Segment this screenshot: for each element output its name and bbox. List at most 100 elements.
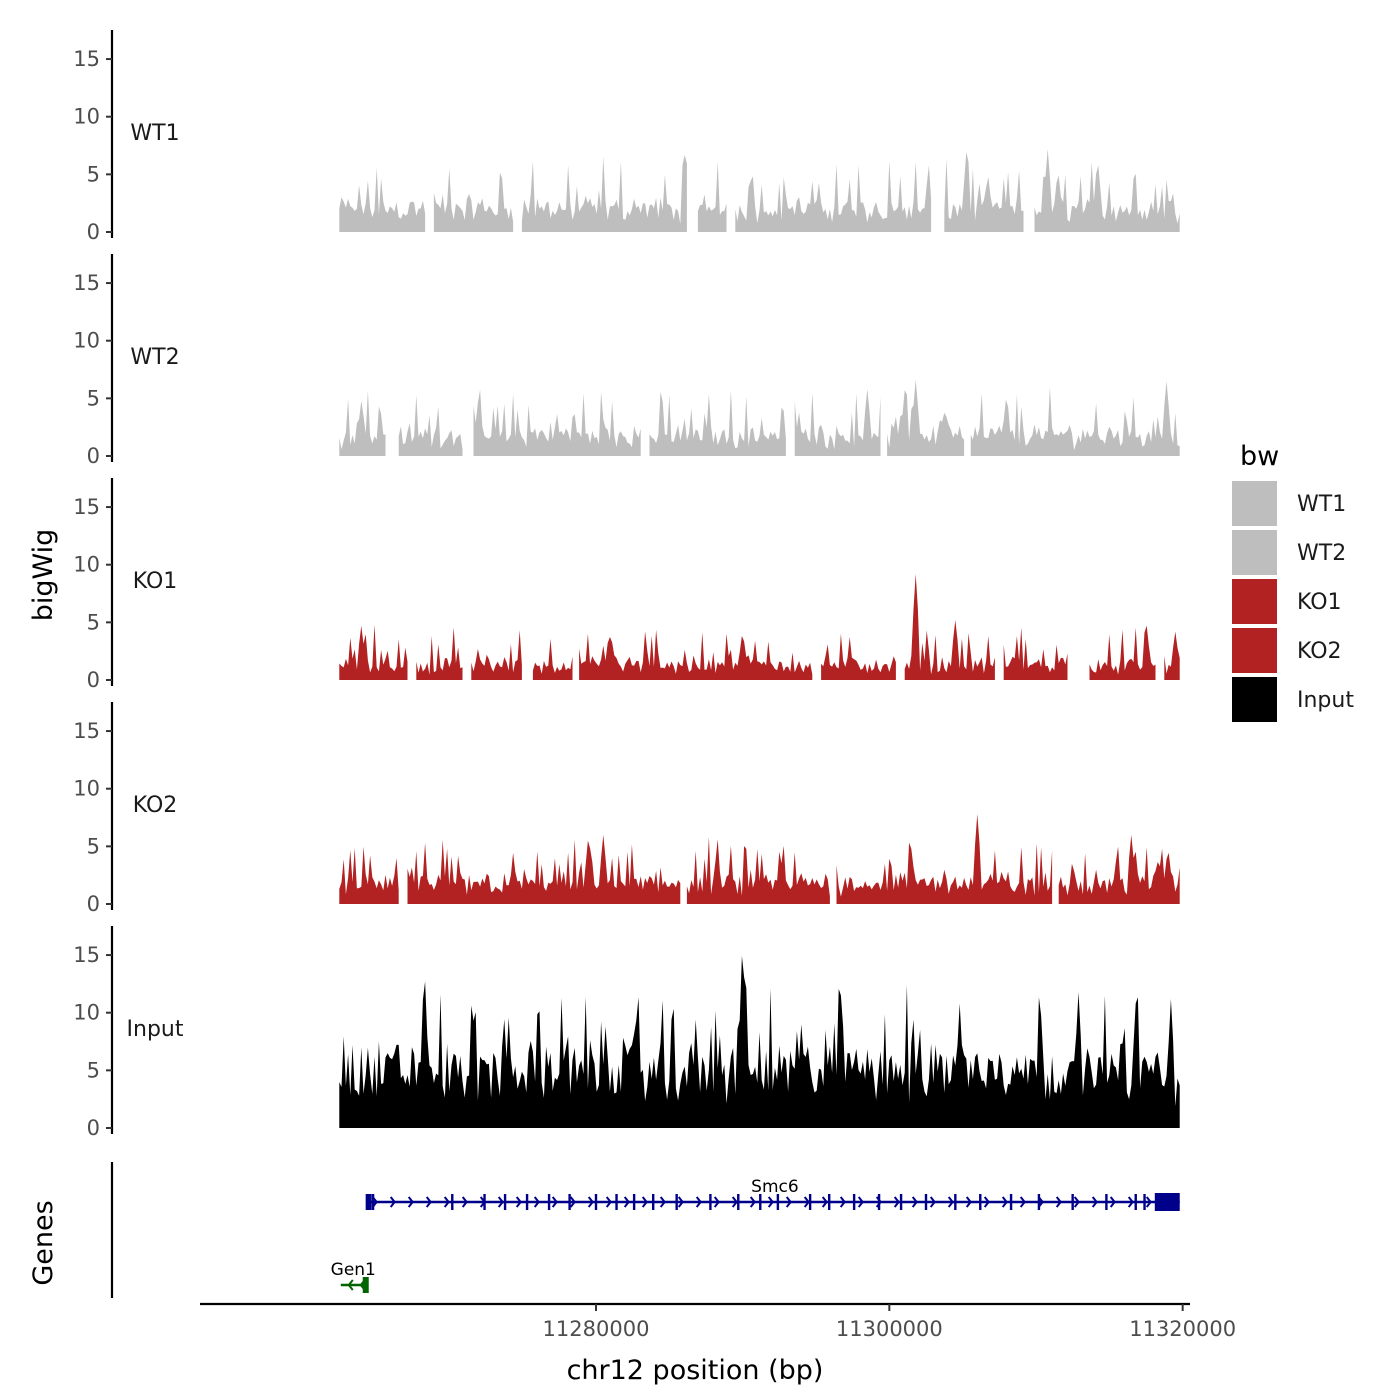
strand-chevron — [749, 1196, 756, 1208]
strand-chevron — [641, 1196, 648, 1208]
exon — [371, 1194, 375, 1210]
strand-chevron — [821, 1196, 828, 1208]
y-tick-label: 5 — [87, 610, 100, 634]
legend-swatch-ko2 — [1232, 628, 1277, 673]
track-wt1: 0 5 10 15 WT1 — [73, 30, 1180, 244]
y-axis-title: bigWig — [28, 529, 59, 622]
strand-chevron — [947, 1196, 954, 1208]
exon — [615, 1194, 618, 1210]
track-label-wt2: WT2 — [130, 345, 179, 370]
y-tick-label: 15 — [73, 495, 100, 519]
strand-chevron — [389, 1196, 396, 1208]
strand-chevron — [407, 1196, 414, 1208]
x-axis-title: chr12 position (bp) — [567, 1355, 824, 1386]
exon — [652, 1194, 655, 1210]
signal-area-wt1 — [339, 149, 1180, 232]
legend: bw WT1 WT2 KO1 KO2 Input — [1232, 441, 1354, 722]
strand-chevron — [497, 1196, 504, 1208]
signal-area-input — [339, 955, 1180, 1128]
gene-start-marker — [365, 1194, 372, 1210]
exon — [547, 1194, 551, 1210]
exon — [1071, 1194, 1074, 1210]
strand-chevron — [677, 1196, 684, 1208]
strand-chevron — [713, 1196, 720, 1208]
track-ko2: 0 5 10 15 KO2 — [73, 702, 1180, 916]
y-tick-label: 15 — [73, 271, 100, 295]
exon — [1134, 1194, 1137, 1210]
signal-tracks: 0 5 10 15 WT1 0 5 10 15 WT2 0 5 10 15 KO1 0 5 10 15 KO2 0 5 10… — [73, 30, 1180, 1140]
y-tick-label: 0 — [87, 668, 100, 692]
strand-chevron — [515, 1196, 522, 1208]
strand-chevron — [347, 1279, 354, 1291]
signal-area-ko1 — [339, 573, 1180, 680]
strand-chevron — [1109, 1196, 1116, 1208]
legend-swatch-wt1 — [1232, 481, 1277, 526]
track-label-ko2: KO2 — [133, 793, 178, 818]
exon — [594, 1194, 598, 1210]
exon — [759, 1194, 762, 1210]
legend-title: bw — [1240, 441, 1279, 472]
genes-axis-title: Genes — [28, 1200, 59, 1285]
exon — [525, 1194, 529, 1210]
exon — [451, 1194, 454, 1210]
strand-chevron — [623, 1196, 630, 1208]
exon — [924, 1194, 928, 1210]
strand-chevron — [1091, 1196, 1098, 1208]
x-tick-label: 11320000 — [1129, 1317, 1236, 1341]
strand-chevron — [1019, 1196, 1026, 1208]
track-ko1: 0 5 10 15 KO1 — [73, 478, 1180, 692]
gene-start-marker — [362, 1277, 369, 1293]
strand-chevron — [983, 1196, 990, 1208]
strand-chevron — [1145, 1196, 1152, 1208]
strand-chevron — [1001, 1196, 1008, 1208]
exon — [737, 1194, 740, 1210]
exon — [877, 1194, 881, 1210]
y-tick-label: 0 — [87, 892, 100, 916]
strand-chevron — [911, 1196, 918, 1208]
gene-label-gen1: Gen1 — [331, 1260, 376, 1280]
strand-chevron — [569, 1196, 576, 1208]
legend-label-input: Input — [1297, 688, 1354, 713]
exon — [503, 1194, 507, 1210]
y-tick-label: 5 — [87, 162, 100, 186]
exon — [954, 1194, 957, 1210]
track-input: 0 5 10 15 Input — [73, 926, 1180, 1140]
y-tick-label: 10 — [73, 777, 100, 801]
exon — [632, 1194, 636, 1210]
strand-chevron — [587, 1196, 594, 1208]
strand-chevron — [605, 1196, 612, 1208]
y-tick-label: 10 — [73, 1001, 100, 1025]
exon — [483, 1194, 486, 1210]
exon — [709, 1194, 712, 1210]
legend-label-wt1: WT1 — [1297, 492, 1346, 517]
strand-chevron — [785, 1196, 792, 1208]
strand-chevron — [1055, 1196, 1062, 1208]
strand-chevron — [731, 1196, 738, 1208]
exon — [776, 1194, 780, 1210]
exon — [1105, 1194, 1108, 1210]
gene-track: Smc6 Gen1 — [110, 1162, 1180, 1298]
signal-area-wt2 — [339, 379, 1180, 456]
signal-area-ko2 — [339, 814, 1180, 904]
gene-label-smc6: Smc6 — [751, 1177, 799, 1197]
strand-chevron — [767, 1196, 774, 1208]
track-label-ko1: KO1 — [133, 569, 178, 594]
track-wt2: 0 5 10 15 WT2 — [73, 254, 1180, 468]
legend-label-wt2: WT2 — [1297, 541, 1346, 566]
legend-swatch-ko1 — [1232, 579, 1277, 624]
strand-chevron — [893, 1196, 900, 1208]
legend-swatch-wt2 — [1232, 530, 1277, 575]
legend-label-ko1: KO1 — [1297, 590, 1342, 615]
strand-chevron — [443, 1196, 450, 1208]
track-label-input: Input — [127, 1017, 184, 1042]
exon — [828, 1194, 831, 1210]
exon — [852, 1194, 856, 1210]
y-tick-label: 15 — [73, 943, 100, 967]
y-tick-label: 10 — [73, 553, 100, 577]
x-axis: 11280000 11300000 11320000 — [200, 1302, 1236, 1341]
y-tick-label: 0 — [87, 1116, 100, 1140]
y-tick-label: 15 — [73, 47, 100, 71]
legend-label-ko2: KO2 — [1297, 639, 1342, 664]
exon — [979, 1194, 982, 1210]
